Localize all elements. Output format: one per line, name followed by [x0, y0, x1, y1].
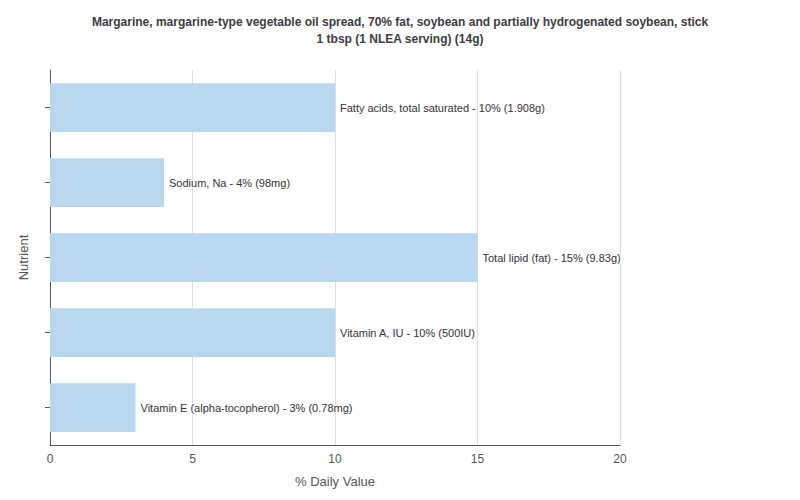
svg-text:Vitamin A, IU - 10% (500IU): Vitamin A, IU - 10% (500IU) — [340, 327, 475, 339]
svg-text:Nutrient: Nutrient — [16, 234, 31, 280]
svg-text:15: 15 — [471, 452, 485, 466]
svg-text:1 tbsp (1 NLEA serving) (14g): 1 tbsp (1 NLEA serving) (14g) — [317, 32, 484, 46]
svg-text:Fatty acids, total saturated -: Fatty acids, total saturated - 10% (1.90… — [340, 102, 545, 114]
svg-text:Margarine, margarine-type vege: Margarine, margarine-type vegetable oil … — [92, 15, 709, 29]
svg-text:20: 20 — [613, 452, 627, 466]
svg-text:% Daily Value: % Daily Value — [295, 474, 375, 489]
svg-text:10: 10 — [328, 452, 342, 466]
svg-text:Vitamin E (alpha-tocopherol) -: Vitamin E (alpha-tocopherol) - 3% (0.78m… — [141, 402, 353, 414]
svg-text:Total lipid (fat) - 15% (9.83g: Total lipid (fat) - 15% (9.83g) — [483, 252, 621, 264]
svg-text:Sodium, Na - 4% (98mg): Sodium, Na - 4% (98mg) — [169, 177, 290, 189]
svg-text:0: 0 — [47, 452, 54, 466]
svg-text:5: 5 — [189, 452, 196, 466]
